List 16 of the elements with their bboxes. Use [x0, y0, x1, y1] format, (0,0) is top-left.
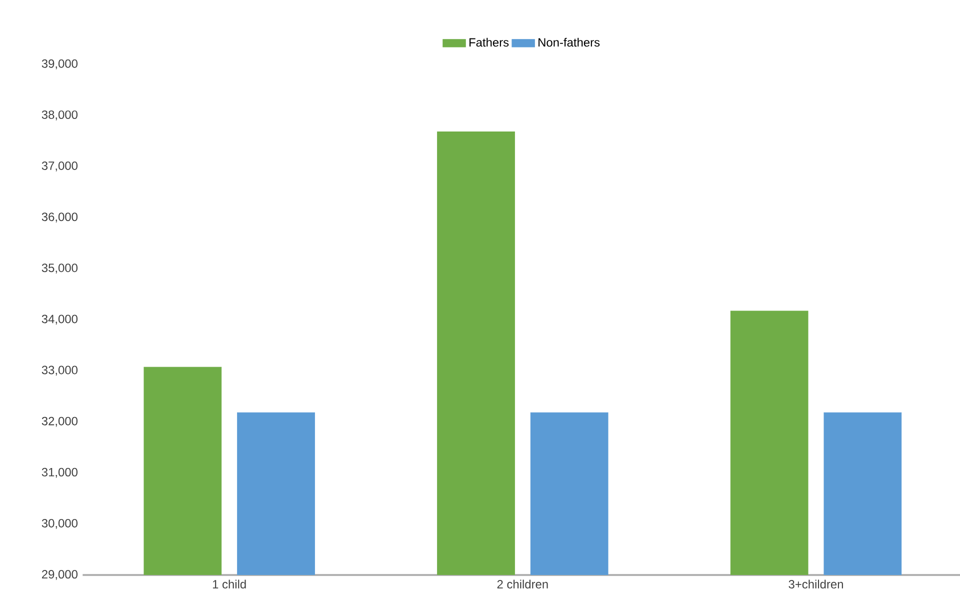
y-tick-label: 39,000	[42, 59, 78, 70]
y-tick-label: 34,000	[42, 314, 78, 325]
legend-label: Fathers	[469, 38, 509, 47]
legend-label: Non-fathers	[538, 38, 600, 47]
y-tick-label: 38,000	[42, 110, 78, 120]
x-tick-label: 2 children	[497, 580, 548, 588]
y-tick-label: 35,000	[42, 264, 78, 274]
y-tick-label: 37,000	[42, 162, 78, 172]
x-tick-label: 3+children	[788, 580, 843, 588]
y-tick-label: 30,000	[42, 518, 78, 529]
y-tick-label: 29,000	[42, 570, 78, 580]
x-tick-label: 1 child	[212, 580, 246, 588]
y-tick-label: 36,000	[42, 212, 78, 222]
y-tick-label: 33,000	[42, 366, 78, 376]
y-tick-label: 32,000	[42, 416, 78, 427]
y-tick-label: 31,000	[42, 468, 78, 478]
